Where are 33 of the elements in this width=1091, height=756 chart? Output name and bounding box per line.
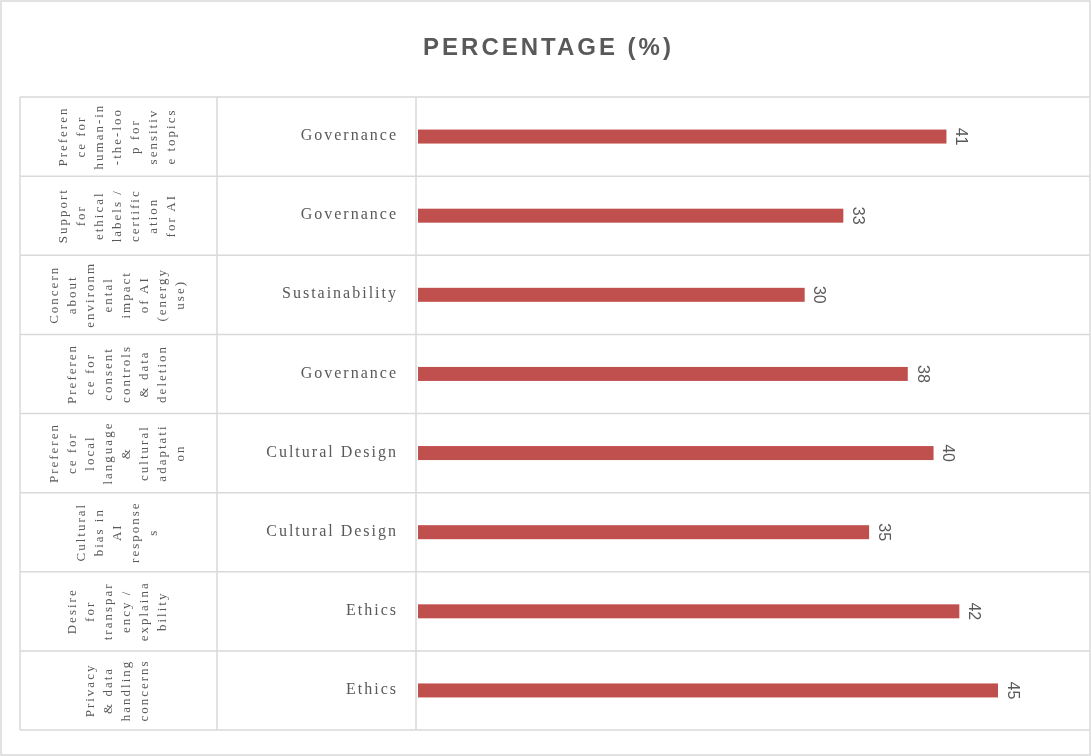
y-tick-label: Preference for consent controls & data deletion bbox=[64, 343, 170, 404]
data-label: 45 bbox=[1004, 681, 1022, 700]
text: Ethics bbox=[346, 680, 398, 698]
bar bbox=[418, 366, 908, 381]
data-label: 30 bbox=[811, 285, 829, 304]
bar bbox=[418, 129, 947, 144]
data-label: 42 bbox=[966, 602, 984, 621]
data-label: 40 bbox=[940, 444, 958, 463]
chart-title: PERCENTAGE (%) bbox=[423, 33, 674, 60]
y-tick-label: Cultural bias in AI responses bbox=[73, 501, 161, 563]
bar bbox=[418, 287, 805, 302]
text: Governance bbox=[300, 205, 398, 223]
bar bbox=[418, 604, 960, 619]
y-tick-label: Concern about environmental impact of AI (energy use) bbox=[46, 261, 188, 328]
data-label: 41 bbox=[953, 127, 971, 146]
y-tick-label: Preference for human-in-the-loop for sensitive topics bbox=[55, 103, 179, 170]
data-label: 38 bbox=[914, 365, 932, 383]
text: Sustainability bbox=[282, 284, 398, 303]
text: Ethics bbox=[346, 600, 398, 618]
bar bbox=[418, 208, 844, 223]
y-tick-label: Preference for local language & cultural adaptation bbox=[46, 421, 188, 485]
bar bbox=[418, 525, 870, 540]
text: Cultural Design bbox=[266, 442, 398, 461]
data-label: 35 bbox=[875, 523, 893, 542]
bar bbox=[418, 683, 998, 698]
y-tick-label: Support for ethical labels / certification for AI bbox=[55, 188, 179, 244]
text: Governance bbox=[300, 363, 398, 381]
bar bbox=[418, 446, 934, 461]
y-tick-label: Desire for transparency / explainability bbox=[64, 581, 170, 642]
text: Governance bbox=[300, 126, 398, 144]
data-label: 33 bbox=[850, 206, 868, 225]
text: Cultural Design bbox=[266, 521, 398, 540]
y-tick-label: Privacy & data handling concerns bbox=[82, 659, 152, 722]
